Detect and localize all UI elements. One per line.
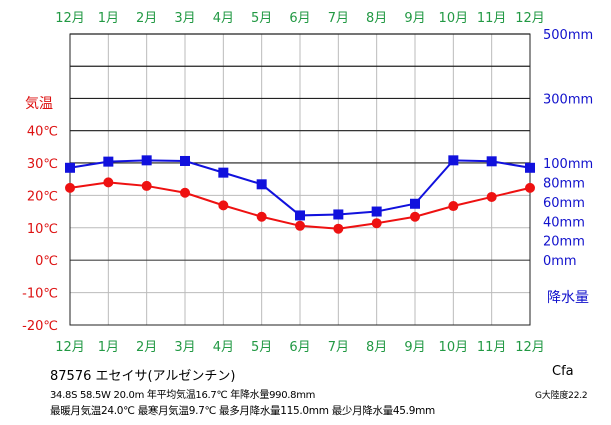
axes [69,33,531,326]
precipitation-tick-label: 60mm [543,196,585,211]
precipitation-tick-label: 300mm [543,92,593,107]
precipitation-tick-label: 80mm [543,176,585,191]
temperature-tick-label: 40℃ [27,125,58,140]
month-label-bottom: 8月 [366,340,387,355]
temperature-point [333,223,344,234]
month-label-top: 10月 [439,11,469,26]
precipitation-axis-title: 降水量 [547,290,589,306]
precipitation-axis: 500mm 300mm 100mm 80mm 60mm 40mm 20mm 0mm 降水量 [543,28,593,306]
temperature-axis: 気温 40℃ 30℃ 20℃ 10℃ 0℃ -10℃ -20℃ [22,96,58,334]
temperature-tick-label: -20℃ [22,319,58,334]
precipitation-point [256,179,267,190]
temperature-tick-label: 0℃ [35,254,58,269]
month-label-bottom: 4月 [213,340,234,355]
temperature-point [295,220,305,231]
koppen-class: Cfa [552,364,574,379]
temperature-point [448,201,459,212]
precipitation-point [65,162,75,173]
precipitation-point [333,209,344,220]
precipitation-tick-label: 500mm [543,28,593,43]
temperature-point [65,182,75,193]
precipitation-point [141,155,152,166]
month-label-top: 3月 [174,11,195,26]
temperature-point [141,180,152,191]
month-label-top: 4月 [213,11,234,26]
station-extremes-summary: 最暖月気温24.0℃ 最寒月気温9.7℃ 最多月降水量115.0mm 最少月降水… [50,405,435,417]
precipitation-point [295,210,305,221]
month-label-bottom: 10月 [439,340,469,355]
month-label-top: 12月 [55,11,85,26]
temperature-point [410,211,420,222]
temperature-point [180,187,190,198]
precipitation-point [486,156,497,167]
temperature-tick-label: -10℃ [22,287,58,302]
precipitation-point [371,206,382,217]
temperature-point [525,182,535,193]
month-label-top: 2月 [136,11,157,26]
month-label-top: 11月 [477,11,507,26]
temperature-axis-title: 気温 [25,96,53,112]
precipitation-tick-label: 0mm [543,254,577,269]
precipitation-point [218,167,229,178]
station-location-summary: 34.8S 58.5W 20.0m 年平均気温16.7℃ 年降水量990.8mm [50,390,316,401]
temperature-point [371,218,382,229]
precipitation-tick-label: 40mm [543,215,585,230]
month-label-bottom: 11月 [477,340,507,355]
temperature-point [218,200,229,211]
month-label-bottom: 6月 [289,340,310,355]
month-label-top: 1月 [98,11,119,26]
month-label-bottom: 12月 [55,340,85,355]
bottom-month-labels: 12月 1月 2月 3月 4月 5月 6月 7月 8月 9月 10月 11月 12月 [55,340,545,355]
precipitation-point [448,155,459,166]
month-label-top: 7月 [328,11,349,26]
month-label-top: 6月 [289,11,310,26]
month-label-bottom: 9月 [404,340,425,355]
grid-lines [70,33,530,326]
month-label-top: 5月 [251,11,272,26]
month-label-bottom: 1月 [98,340,119,355]
temperature-tick-label: 30℃ [27,157,58,172]
month-label-bottom: 2月 [136,340,157,355]
temperature-point [103,177,114,188]
continentality-index: G大陸度22.2 [535,391,588,401]
top-month-labels: 12月 1月 2月 3月 4月 5月 6月 7月 8月 9月 10月 11月 12月 [55,11,545,26]
temperature-tick-label: 20℃ [27,189,58,204]
precipitation-point [410,198,420,209]
precipitation-tick-label: 100mm [543,157,593,172]
month-label-bottom: 7月 [328,340,349,355]
precipitation-point [525,162,535,173]
data-series [65,155,535,234]
precipitation-tick-label: 20mm [543,235,585,250]
precipitation-point [180,155,190,166]
month-label-bottom: 12月 [515,340,545,355]
plot-frame [69,33,531,326]
month-label-bottom: 3月 [174,340,195,355]
temperature-tick-label: 10℃ [27,222,58,237]
month-label-bottom: 5月 [251,340,272,355]
month-label-top: 9月 [404,11,425,26]
temperature-point [486,191,497,202]
precipitation-point [103,156,114,167]
month-label-top: 8月 [366,11,387,26]
station-name: 87576 エセイサ(アルゼンチン) [50,369,236,384]
temperature-point [256,211,267,222]
month-label-top: 12月 [515,11,545,26]
